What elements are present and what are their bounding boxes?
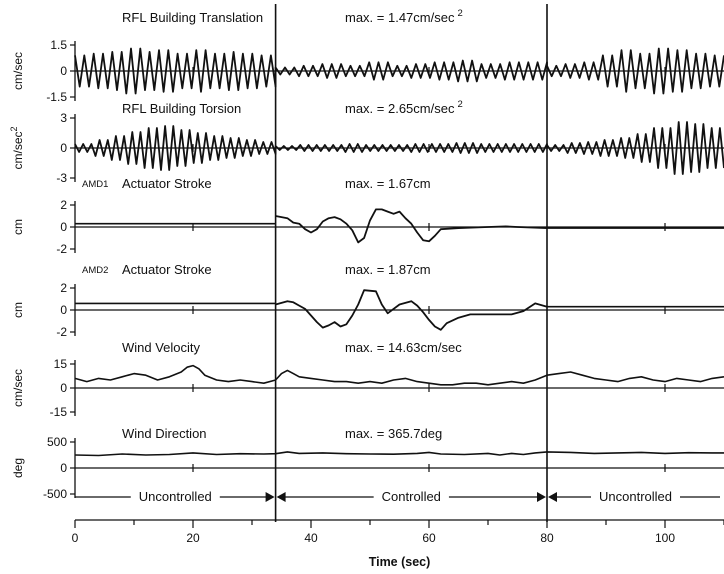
panel-tag-amd2: AMD2 xyxy=(82,265,108,276)
phase-arrowhead-left-2 xyxy=(548,492,557,502)
x-tick-label-60: 60 xyxy=(422,531,436,545)
y-label-tors: cm/sec2 xyxy=(9,126,25,169)
phase-arrowhead-right-1 xyxy=(537,492,546,502)
panel-title-amd2: Actuator Stroke xyxy=(122,262,212,277)
panel-title-transl: RFL Building Translation xyxy=(122,10,263,25)
x-tick-label-20: 20 xyxy=(186,531,200,545)
y-tick-label-amd2-0: 2 xyxy=(60,281,67,295)
y-tick-label-wvel-2: -15 xyxy=(50,405,68,419)
y-tick-label-tors-2: -3 xyxy=(56,171,67,185)
phase-label-0: Uncontrolled xyxy=(139,489,212,504)
series-torsion xyxy=(74,121,724,175)
panel-title-tors: RFL Building Torsion xyxy=(122,101,241,116)
series-wind-direction xyxy=(74,451,724,457)
panel-max-wvel: max. = 14.63cm/sec xyxy=(345,340,462,355)
y-label-amd2: cm xyxy=(11,302,25,318)
y-tick-label-amd2-1: 0 xyxy=(60,303,67,317)
y-tick-label-tors-1: 0 xyxy=(60,141,67,155)
panel-max-transl: max. = 1.47cm/sec xyxy=(345,10,455,25)
y-tick-label-amd2-2: -2 xyxy=(56,325,67,339)
panel-title-wdir: Wind Direction xyxy=(122,426,207,441)
y-tick-label-amd1-2: -2 xyxy=(56,242,67,256)
phase-label-1: Controlled xyxy=(382,489,441,504)
y-tick-label-amd1-1: 0 xyxy=(60,220,67,234)
phase-label-2: Uncontrolled xyxy=(599,489,672,504)
panel-max-amd1: max. = 1.67cm xyxy=(345,176,431,191)
phase-arrowhead-right-0 xyxy=(265,492,275,502)
series-amd2-controlled xyxy=(275,289,548,331)
panel-max-amd2: max. = 1.87cm xyxy=(345,262,431,277)
y-tick-label-wdir-0: 500 xyxy=(47,435,67,449)
x-tick-label-40: 40 xyxy=(304,531,318,545)
panel-max-sup-tors: 2 xyxy=(457,99,462,110)
panel-tag-amd1: AMD1 xyxy=(82,179,108,190)
phase-arrowhead-left-1 xyxy=(276,492,286,502)
panel-max-wdir: max. = 365.7deg xyxy=(345,426,442,441)
y-tick-label-transl-2: -1.5 xyxy=(46,90,67,104)
x-axis-label: Time (sec) xyxy=(369,555,431,569)
y-tick-label-wvel-0: 15 xyxy=(54,357,68,371)
y-label-wvel: cm/sec xyxy=(11,369,25,407)
y-tick-label-transl-1: 0 xyxy=(60,64,67,78)
y-tick-label-wdir-2: -500 xyxy=(43,487,67,501)
series-wind-velocity xyxy=(74,364,724,386)
panel-max-tors: max. = 2.65cm/sec xyxy=(345,101,455,116)
y-label-amd1: cm xyxy=(11,219,25,235)
y-tick-label-transl-0: 1.5 xyxy=(50,38,67,52)
x-tick-label-100: 100 xyxy=(655,531,675,545)
y-tick-label-amd1-0: 2 xyxy=(60,198,67,212)
x-tick-label-80: 80 xyxy=(540,531,554,545)
x-tick-label-0: 0 xyxy=(72,531,79,545)
y-tick-label-tors-0: 3 xyxy=(60,111,67,125)
y-tick-label-wdir-1: 0 xyxy=(60,461,67,475)
panel-max-sup-transl: 2 xyxy=(457,8,462,19)
series-translation xyxy=(74,47,724,95)
y-label-wdir: deg xyxy=(11,458,25,478)
panel-title-amd1: Actuator Stroke xyxy=(122,176,212,191)
series-amd1-controlled xyxy=(275,208,548,244)
y-label-transl: cm/sec xyxy=(11,52,25,90)
y-tick-label-wvel-1: 0 xyxy=(60,381,67,395)
panel-title-wvel: Wind Velocity xyxy=(122,340,201,355)
